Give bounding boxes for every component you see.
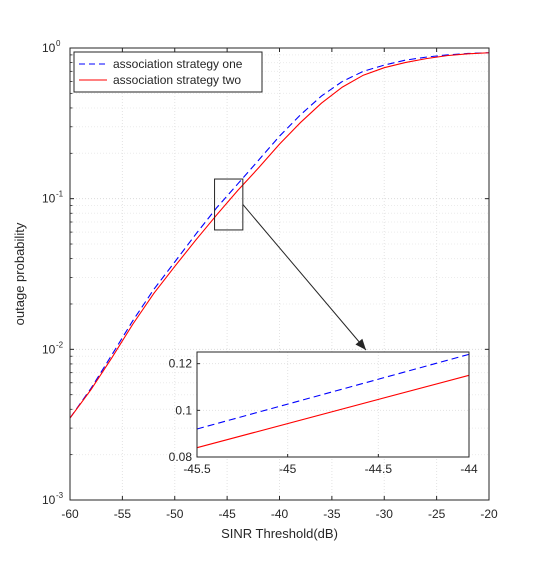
zoom-box bbox=[214, 178, 244, 231]
inset-x-tick-label: -44 bbox=[460, 462, 478, 476]
x-tick-label: -20 bbox=[480, 507, 498, 521]
legend-box bbox=[73, 51, 263, 93]
x-tick-label: -30 bbox=[376, 507, 394, 521]
x-tick-label: -45 bbox=[218, 507, 236, 521]
y-axis-label: outage probability bbox=[12, 222, 27, 325]
y-tick-label-exponent: 0 bbox=[56, 39, 61, 48]
main-x-ticks: -60 -55 -50 -45 -40 -35 -30 -25 -20 bbox=[61, 48, 498, 521]
inset-x-ticks: -45.5 -45 -44.5 -44 bbox=[183, 454, 478, 476]
x-tick-label: -55 bbox=[114, 507, 132, 521]
y-tick-label: 10 bbox=[42, 342, 56, 356]
inset-series-line-strategy-two bbox=[196, 374, 470, 449]
y-tick-label: 10 bbox=[42, 493, 56, 507]
x-axis-label: SINR Threshold(dB) bbox=[221, 526, 338, 541]
zoom-arrow-head bbox=[355, 338, 366, 350]
x-tick-label: -50 bbox=[166, 507, 184, 521]
zoom-arrow-line bbox=[242, 204, 367, 351]
y-tick-label-exponent: -2 bbox=[56, 340, 64, 349]
inset-plot-frame bbox=[196, 351, 470, 458]
inset-x-tick-label: -45 bbox=[279, 462, 297, 476]
inset-plot: -45.5 -45 -44.5 -44 0.08 0.1 0.12 bbox=[169, 351, 478, 476]
inset-series-line-strategy-one bbox=[196, 353, 470, 430]
y-tick-label: 10 bbox=[42, 192, 56, 206]
legend-label-strategy-two: association strategy two bbox=[113, 73, 241, 87]
inset-y-tick-label: 0.12 bbox=[169, 357, 193, 371]
inset-series bbox=[196, 353, 470, 449]
inset-x-tick-label: -44.5 bbox=[365, 462, 393, 476]
x-tick-label: -60 bbox=[61, 507, 79, 521]
y-tick-label: 10 bbox=[42, 41, 56, 55]
inset-y-tick-label: 0.1 bbox=[175, 403, 192, 417]
main-plot: -60 -55 -50 -45 -40 -35 -30 -25 -20 10-310-210-1… bbox=[12, 39, 498, 541]
y-tick-label-exponent: -1 bbox=[56, 190, 64, 199]
main-series bbox=[69, 52, 490, 419]
inset-y-tick-label: 0.08 bbox=[169, 450, 193, 464]
inset-plot-area bbox=[197, 352, 469, 457]
inset-x-tick-label: -45.5 bbox=[183, 462, 211, 476]
legend-label-strategy-one: association strategy one bbox=[113, 57, 243, 71]
inset-y-ticks: 0.08 0.1 0.12 bbox=[169, 357, 200, 464]
x-tick-label: -25 bbox=[428, 507, 446, 521]
zoom-annotation bbox=[214, 178, 367, 351]
legend: association strategy one association str… bbox=[73, 51, 263, 93]
y-tick-label-exponent: -3 bbox=[56, 491, 64, 500]
x-tick-label: -40 bbox=[271, 507, 289, 521]
series-line-strategy-two bbox=[69, 52, 490, 419]
x-tick-label: -35 bbox=[323, 507, 341, 521]
